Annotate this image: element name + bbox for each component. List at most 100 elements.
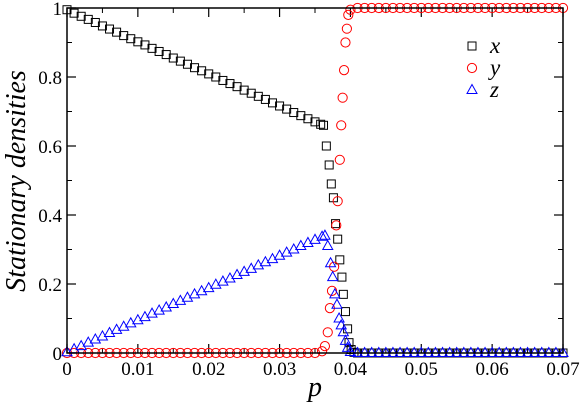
plot-frame [66,7,564,354]
data-point-z [252,258,265,270]
data-point-x [168,53,178,63]
data-point-z [231,268,243,280]
data-point-x [83,14,93,24]
legend-marker-x [467,41,477,51]
data-point-z [472,346,484,357]
data-point-z [188,287,201,299]
data-point-x [310,117,320,127]
data-point-z [326,270,339,282]
data-point-x [319,120,329,130]
data-point-x [324,160,334,170]
data-point-z [309,233,321,244]
data-point-y [316,346,328,357]
data-point-z [202,281,215,293]
data-point-z [401,346,413,357]
y-tick-label: 0 [53,344,63,365]
x-tick-label: 0.06 [476,359,509,380]
data-point-x [105,24,115,34]
data-point-z [333,311,345,323]
legend-marker-z [466,83,478,94]
y-tick-label: 1 [53,0,63,20]
data-point-z [331,298,343,309]
data-point-x [340,307,350,317]
data-point-x [282,104,292,114]
data-point-z [337,325,350,337]
data-point-x [333,234,343,244]
data-point-x [147,43,157,53]
y-tick-label: 0.2 [38,275,62,296]
data-point-z [335,318,348,330]
data-point-z [557,346,569,357]
data-point-z [535,346,548,357]
data-point-x [326,179,336,189]
y-tick-label: 0.6 [38,137,62,158]
data-point-z [436,346,449,357]
data-point-z [380,346,392,357]
data-point-z [132,313,144,325]
data-point-z [493,346,506,357]
data-point-z [457,346,470,357]
y-axis-label: Stationary densities [1,70,32,292]
data-point-x [338,289,348,299]
data-point-y [331,220,342,231]
data-point-x [76,11,86,21]
x-tick-label: 0.05 [405,359,438,380]
data-point-z [319,229,331,240]
x-tick-label: 0.01 [121,359,154,380]
data-point-z [195,284,208,296]
data-point-x [197,66,207,76]
data-point-y [340,37,351,48]
data-point-y [322,327,333,338]
data-point-z [372,346,385,357]
data-point-x [97,21,107,31]
data-point-z [365,346,378,357]
data-point-z [415,346,428,357]
axes [66,7,564,354]
data-point-z [316,230,328,241]
data-point-z [528,346,541,357]
data-point-x [204,69,214,79]
data-point-y [341,23,352,34]
data-point-x [126,34,136,44]
data-point-x [161,50,171,60]
data-point-x [69,8,79,18]
data-point-x [175,56,185,66]
data-point-z [139,310,151,322]
data-point-z [174,294,187,305]
data-point-z [245,262,258,273]
data-point-z [146,307,158,318]
data-point-x [239,85,249,95]
data-point-y [345,4,356,15]
data-point-x [232,82,242,92]
tick-labels: 0 0.01 0.02 0.03 0.04 0.05 0.06 0.07 0 0.2 0.4 0.6 0… [38,0,579,380]
data-point-y [343,9,354,20]
data-point-z [387,346,399,357]
data-point-z [408,346,421,357]
data-point-y [338,65,350,76]
x-tick-label: 0.02 [192,359,225,380]
data-point-x [303,114,313,124]
data-point-z [266,252,279,264]
data-point-x [337,272,347,282]
data-point-y [326,285,338,296]
data-point-x [119,31,129,41]
x-tick-label: 0.03 [263,359,296,380]
legend-marker-y [466,62,478,74]
data-point-z [429,346,442,357]
data-point-z [167,297,180,309]
data-point-z [82,336,95,347]
data-point-z [351,346,364,357]
data-point-z [465,346,477,357]
data-point-z [328,287,341,299]
series-z [61,229,569,357]
x-tick-label: 0.04 [334,359,368,380]
data-point-z [542,346,555,357]
data-point-z [103,326,116,337]
data-point-x [335,255,345,265]
data-point-z [443,346,456,357]
data-point-z [124,316,137,328]
data-point-x [140,40,150,50]
data-point-z [339,334,352,345]
data-point-z [280,246,293,257]
